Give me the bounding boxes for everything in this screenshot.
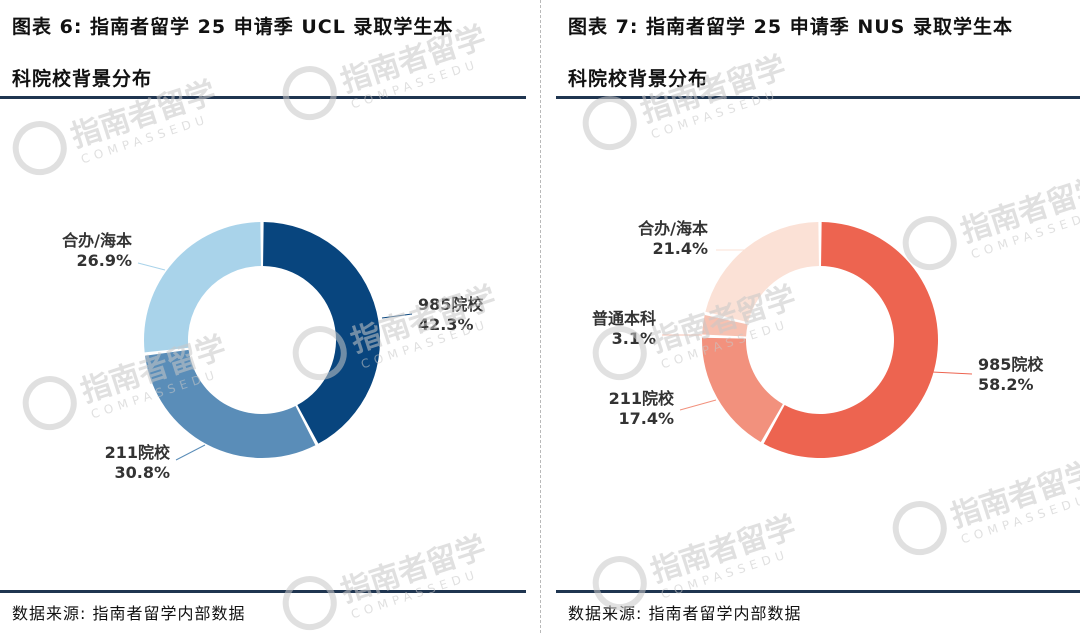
chart-title-line1: 图表 7: 指南者留学 25 申请季 NUS 录取学生本: [568, 16, 1013, 38]
title-rule: [556, 96, 1080, 99]
slice-label: 985院校: [978, 355, 1044, 374]
slice-leader-line: [137, 262, 166, 271]
slice-leader-line: [679, 399, 717, 411]
slice-value-label: 17.4%: [618, 409, 674, 428]
slice-value-label: 26.9%: [76, 251, 132, 270]
chart-panel-nus: 图表 7: 指南者留学 25 申请季 NUS 录取学生本 科院校背景分布 985…: [556, 0, 1080, 633]
slice-label: 985院校: [418, 295, 484, 314]
slice-value-label: 30.8%: [114, 463, 170, 482]
slice-leader-line: [931, 371, 973, 375]
donut-slice: [702, 337, 783, 443]
slice-label: 211院校: [609, 389, 675, 408]
source-note: 数据来源: 指南者留学内部数据: [12, 604, 246, 623]
slice-value-label: 42.3%: [418, 315, 474, 334]
chart-title-line1: 图表 6: 指南者留学 25 申请季 UCL 录取学生本: [12, 16, 454, 38]
title-rule: [0, 96, 526, 99]
slice-leader-line: [175, 444, 206, 461]
donut-slice: [263, 222, 380, 444]
source-rule: [556, 590, 1080, 593]
panel-divider: [540, 0, 541, 633]
source-rule: [0, 590, 526, 593]
slice-value-label: 3.1%: [612, 329, 656, 348]
chart-title-line2: 科院校背景分布: [568, 68, 709, 90]
donut-slice: [145, 349, 316, 458]
donut-slice: [705, 222, 819, 323]
donut-slice: [702, 314, 748, 337]
slice-label: 211院校: [105, 443, 171, 462]
slice-value-label: 21.4%: [652, 239, 708, 258]
donut-slice: [763, 222, 938, 459]
slice-label: 合办/海本: [62, 231, 132, 250]
slice-label: 普通本科: [592, 309, 656, 328]
donut-slice: [144, 222, 261, 353]
slice-leader-line: [381, 313, 413, 319]
chart-title-line2: 科院校背景分布: [12, 68, 153, 90]
source-note: 数据来源: 指南者留学内部数据: [568, 604, 802, 623]
slice-value-label: 58.2%: [978, 375, 1034, 394]
chart-panel-ucl: 图表 6: 指南者留学 25 申请季 UCL 录取学生本 科院校背景分布 985…: [0, 0, 526, 633]
slice-label: 合办/海本: [638, 219, 708, 238]
